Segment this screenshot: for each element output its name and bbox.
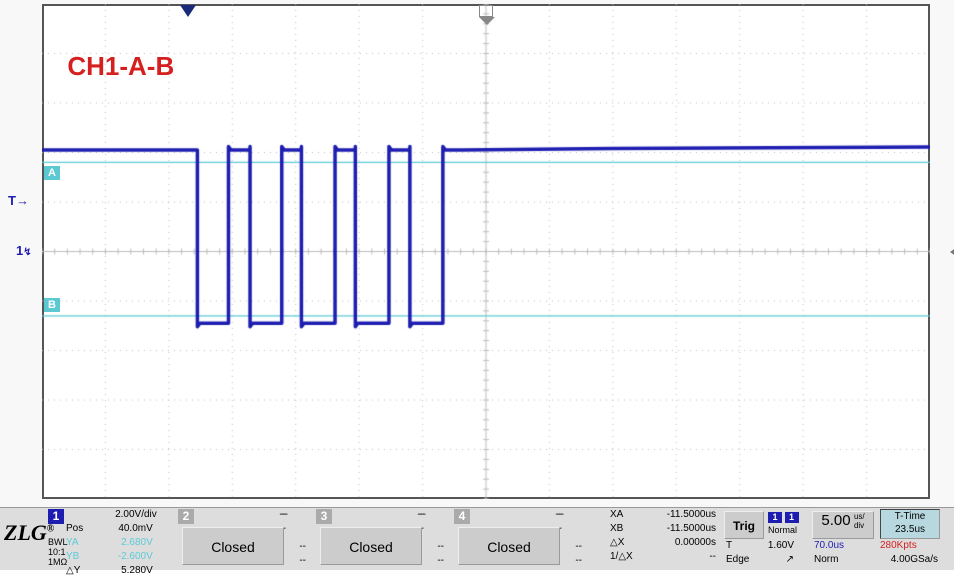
idx-value: -- (638, 551, 716, 562)
zlg-logo: ZLG® (4, 520, 54, 546)
trigger-b-marker[interactable] (479, 5, 493, 17)
trigger-level-marker: T→ (8, 193, 29, 208)
t-time-box: T-Time23.5us (880, 509, 940, 539)
right-side-marker (950, 245, 954, 259)
cursor-a-label[interactable]: A (44, 166, 60, 180)
waveform-canvas (42, 4, 930, 499)
trigger-a-marker[interactable] (180, 5, 196, 17)
dx-value: 0.00000s (638, 537, 716, 548)
sample-rate: 4.00GSa/s (864, 554, 938, 565)
ch4-closed[interactable]: Closed (458, 527, 560, 565)
scope-area: CH1-A-B T→ 1↯ A B (0, 0, 954, 507)
ch3-closed[interactable]: Closed (320, 527, 422, 565)
ch1-ya: 2.680V (91, 537, 153, 548)
trig-source-pair: 1 1 Normal (768, 511, 799, 537)
ch1-ground-marker: 1↯ (16, 243, 32, 258)
ch1-pos: 40.0mV (91, 523, 153, 534)
ch1-badge: 1 (48, 509, 64, 524)
channel-title: CH1-A-B (67, 51, 174, 82)
ch1-vdiv: 2.00V/div (69, 509, 157, 520)
trig-button[interactable]: Trig (724, 511, 764, 539)
record-span: 70.0us (814, 540, 844, 551)
acq-mode: Norm (814, 554, 838, 565)
trig-mode: Normal (768, 525, 797, 535)
edge-icon: ↗ (756, 554, 794, 565)
ch1-yb: -2.600V (91, 551, 153, 562)
trig-level: 1.60V (740, 540, 794, 551)
cursor-b-label[interactable]: B (44, 298, 60, 312)
timebase-button[interactable]: 5.00 us/ div (812, 511, 874, 539)
xa-value: -11.5000us (638, 509, 716, 520)
ch1-dy: 5.280V (91, 565, 153, 576)
trig-edge: Edge (726, 554, 756, 565)
xb-value: -11.5000us (638, 523, 716, 534)
ch1-flags: BWL10:11MΩ (48, 537, 68, 567)
ch2-closed[interactable]: Closed (182, 527, 284, 565)
record-pts: 280Kpts (880, 540, 917, 551)
